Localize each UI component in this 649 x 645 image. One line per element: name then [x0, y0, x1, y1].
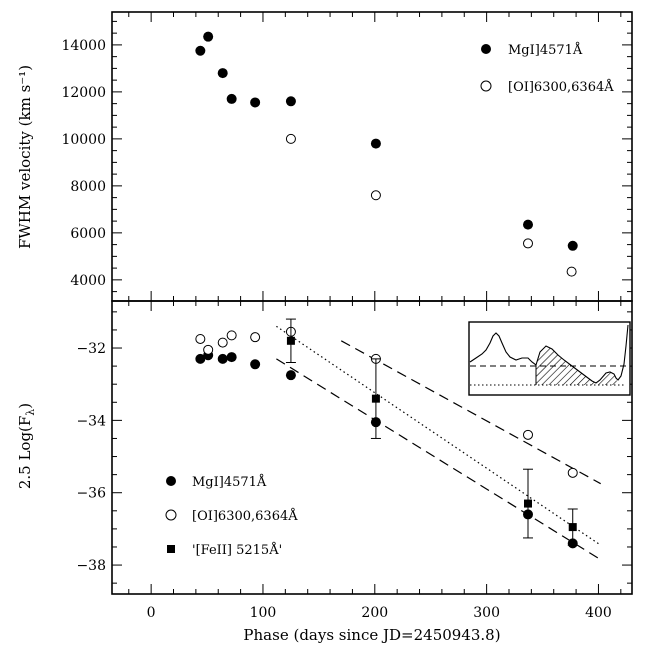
flux-x-tick-labels: 0 100 200 300 400: [147, 605, 612, 621]
flux-point-mgi: [217, 353, 228, 364]
velocity-legend-marker-mgi: [481, 44, 491, 54]
flux-legend-label-feii: '[FeII] 5215Å': [192, 542, 282, 558]
x-tick-label: 100: [250, 605, 277, 621]
flux-point-feii: [371, 394, 380, 403]
flux-point-mgi: [285, 370, 296, 381]
flux-point-oi: [523, 429, 533, 440]
flux-point-feii: [568, 523, 577, 532]
velocity-y-tick-labels: 4000 6000 8000 10000 12000 14000: [61, 38, 106, 289]
flux-y-tick-label: −34: [76, 413, 106, 429]
flux-data-points: [195, 318, 578, 549]
velocity-point-mgi: [523, 219, 533, 230]
flux-y-axis-label: 2.5 Log(Fλ): [16, 403, 37, 489]
x-tick-label: 0: [147, 605, 156, 621]
flux-panel: −38 −36 −34 −32 0 100 200 300 400 2.5 Log(Fλ) P…: [16, 300, 633, 644]
velocity-legend-label-oi: [OI]6300,6364Å: [508, 79, 614, 95]
x-tick-label: 400: [585, 605, 612, 621]
flux-y-axis-label-main: 2.5 Log(F: [16, 416, 34, 489]
flux-y-axis-label-end: ): [16, 403, 34, 409]
flux-y-tick-label: −32: [76, 341, 106, 357]
flux-plot-frame: [111, 300, 633, 595]
spectrum-inset: [468, 321, 631, 396]
velocity-legend: MgI]4571Å [OI]6300,6364Å: [480, 42, 614, 95]
flux-point-oi: [250, 332, 261, 343]
flux-point-oi: [226, 330, 237, 341]
flux-legend-label-mgi: MgI]4571Å: [192, 474, 267, 490]
velocity-y-tick-label: 6000: [70, 226, 106, 242]
inset-hatched-area: [536, 346, 618, 385]
flux-point-feii: [524, 499, 532, 508]
velocity-point-oi: [566, 266, 577, 277]
flux-point-oi: [195, 333, 206, 344]
flux-point-mgi: [226, 352, 237, 363]
flux-legend-marker-feii: [167, 545, 175, 553]
flux-y-tick-label: −36: [76, 486, 106, 502]
flux-point-mgi: [250, 359, 261, 370]
x-tick-label: 200: [361, 605, 388, 621]
flux-point-oi: [203, 344, 214, 355]
velocity-y-tick-label: 12000: [61, 85, 106, 101]
velocity-y-tick-label: 14000: [61, 38, 106, 54]
velocity-point-mgi: [250, 97, 261, 108]
velocity-y-axis-label: FWHM velocity (km s⁻¹): [16, 65, 34, 249]
velocity-point-oi: [285, 133, 296, 144]
velocity-point-oi: [370, 190, 381, 201]
flux-point-oi: [217, 337, 228, 348]
velocity-legend-label-mgi: MgI]4571Å: [508, 42, 583, 58]
velocity-point-mgi: [195, 45, 206, 56]
flux-axis-ticks: [112, 301, 632, 594]
velocity-y-tick-label: 8000: [70, 179, 106, 195]
flux-y-tick-label: −38: [76, 558, 106, 574]
velocity-panel: 4000 6000 8000 10000 12000 14000 FWHM velocit…: [16, 11, 633, 302]
velocity-point-mgi: [285, 96, 296, 107]
x-tick-label: 300: [473, 605, 500, 621]
flux-point-oi: [567, 467, 578, 478]
velocity-point-mgi: [203, 31, 214, 42]
velocity-point-mgi: [217, 68, 228, 79]
x-axis-label: Phase (days since JD=2450943.8): [243, 626, 500, 644]
flux-fit-lines: [276, 325, 602, 561]
velocity-point-mgi: [567, 240, 578, 251]
flux-legend: MgI]4571Å [OI]6300,6364Å '[FeII] 5215Å': [165, 474, 298, 558]
velocity-legend-marker-oi: [480, 80, 492, 92]
velocity-point-oi: [523, 238, 533, 249]
velocity-data-points: [195, 31, 578, 277]
flux-point-mgi: [195, 353, 206, 364]
velocity-point-mgi: [370, 138, 381, 149]
inset-spectrum-curve: [469, 324, 629, 384]
velocity-point-mgi: [226, 93, 237, 104]
flux-legend-label-oi: [OI]6300,6364Å: [192, 508, 298, 524]
flux-legend-marker-mgi: [166, 476, 176, 486]
flux-y-axis-label-sub: λ: [24, 409, 37, 416]
flux-y-tick-labels: −38 −36 −34 −32: [76, 341, 106, 574]
velocity-axis-ticks: [112, 12, 632, 301]
dashed-fit-line: [340, 340, 601, 485]
flux-point-feii: [286, 336, 295, 345]
flux-legend-marker-oi: [165, 509, 177, 521]
velocity-y-tick-label: 4000: [70, 273, 106, 289]
velocity-y-tick-label: 10000: [61, 132, 106, 148]
